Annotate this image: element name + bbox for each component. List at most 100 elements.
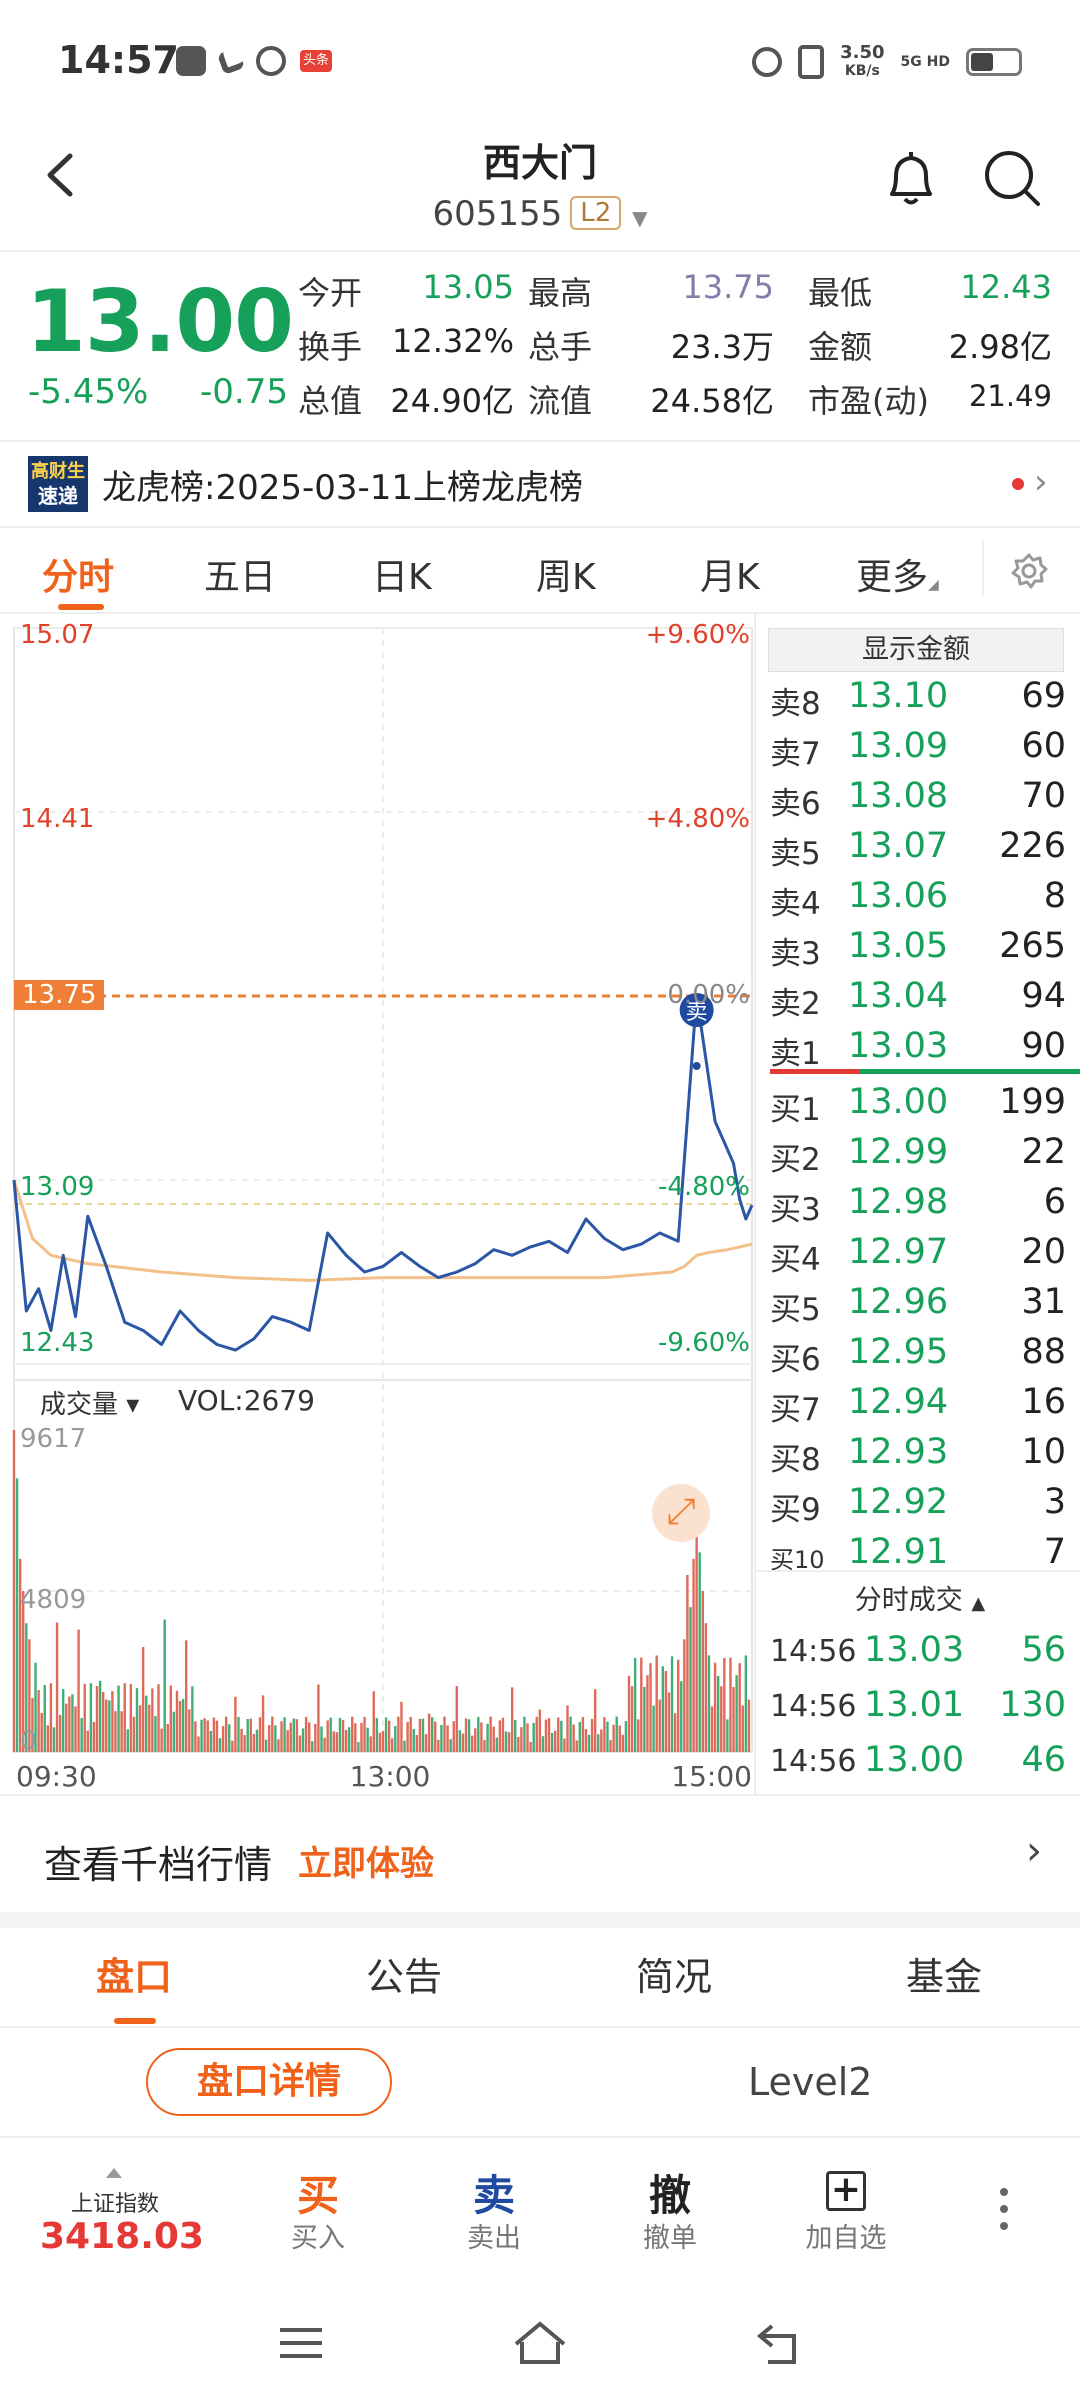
bid-row[interactable]: 买3 12.98 6 [770, 1176, 1066, 1228]
more-vertical-icon[interactable] [1000, 2188, 1010, 2239]
tab-more-label: 更多 [856, 557, 929, 598]
volume-bar [71, 1694, 74, 1752]
ask-row[interactable]: 卖8 13.10 69 [770, 670, 1066, 722]
ask-row[interactable]: 卖1 13.03 90 [770, 1020, 1066, 1072]
stat-label: 今开 [298, 274, 363, 312]
volume-bar [363, 1716, 366, 1752]
tab-overview[interactable]: 简况 [635, 1955, 712, 1999]
volume-bar [677, 1659, 680, 1752]
ask-row[interactable]: 卖5 13.07 226 [770, 820, 1066, 872]
volume-bar [716, 1675, 720, 1752]
speed-unit: KB/s [844, 63, 880, 79]
home-icon[interactable] [510, 2318, 570, 2368]
pankou-detail-button[interactable]: 盘口详情 [146, 2048, 392, 2116]
trades-header[interactable]: 分时成交 ▲ [770, 1578, 1070, 1617]
bid-row[interactable]: 买1 13.00 199 [770, 1076, 1066, 1128]
bid-row[interactable]: 买7 12.94 16 [770, 1376, 1066, 1428]
price-axis-label: 15.07 [20, 620, 95, 650]
promo-link[interactable]: 立即体验 [298, 1844, 434, 1884]
index-value[interactable]: 3418.03 [40, 2216, 204, 2257]
volume-bar [74, 1706, 77, 1752]
chevron-right-icon[interactable]: › [1034, 462, 1048, 502]
index-name[interactable]: 上证指数 [70, 2192, 159, 2217]
price-series: 卖 [12, 993, 754, 1352]
ask-volume: 90 [1021, 1026, 1066, 1066]
buy-button[interactable]: 买 买入 [268, 2162, 368, 2255]
volume-bar [243, 1735, 246, 1752]
bid-row[interactable]: 买10 12.91 7 [770, 1526, 1066, 1576]
ask-row[interactable]: 卖7 13.09 60 [770, 720, 1066, 772]
volume-bar [169, 1685, 173, 1752]
show-amount-button[interactable]: 显示金额 [768, 628, 1064, 672]
price-axis-label: 13.75 [14, 980, 105, 1010]
price-line [12, 994, 754, 1352]
tab-pankou[interactable]: 盘口 [95, 1955, 172, 1999]
chevron-right-icon[interactable]: › [1026, 1828, 1042, 1874]
gear-icon[interactable] [1010, 552, 1048, 590]
volume-bar [246, 1719, 249, 1752]
volume-bar [704, 1623, 708, 1752]
volume-bar [418, 1718, 422, 1752]
tab-daily-k[interactable]: 日K [372, 557, 432, 598]
bid-row[interactable]: 买5 12.96 31 [770, 1276, 1066, 1328]
search-icon[interactable] [982, 148, 1042, 208]
volume-selector[interactable]: 成交量 ▾ [40, 1390, 140, 1420]
news-logo-bottom: 速递 [38, 484, 78, 508]
ask-row[interactable]: 卖2 13.04 94 [770, 970, 1066, 1022]
news-text[interactable]: 龙虎榜:2025-03-11上榜龙虎榜 [102, 468, 584, 508]
ask-label: 卖6 [770, 786, 821, 822]
volume-bar [741, 1705, 744, 1752]
divider [0, 526, 1080, 528]
sell-button[interactable]: 卖 卖出 [444, 2162, 544, 2255]
tab-intraday[interactable]: 分时 [42, 557, 115, 598]
tab-more[interactable]: 更多◢ [856, 548, 939, 600]
bid-label: 买5 [770, 1292, 821, 1328]
ask-row[interactable]: 卖4 13.06 8 [770, 870, 1066, 922]
bid-price: 12.95 [848, 1332, 949, 1372]
bid-label: 买2 [770, 1142, 821, 1178]
back-nav-icon[interactable] [754, 2318, 804, 2368]
signal-5g-icon: 5G HD [900, 54, 950, 70]
volume-bar [372, 1691, 375, 1752]
bid-row[interactable]: 买9 12.92 3 [770, 1476, 1066, 1528]
volume-bar [701, 1591, 704, 1752]
bell-icon[interactable] [882, 148, 940, 208]
tab-funds[interactable]: 基金 [905, 1955, 982, 1999]
bid-volume: 31 [1021, 1282, 1066, 1322]
volume-bar [92, 1721, 96, 1752]
tab-five-day[interactable]: 五日 [204, 557, 277, 598]
unread-dot-icon [1012, 478, 1024, 490]
back-arrow-icon[interactable] [40, 150, 80, 200]
tab-monthly-k[interactable]: 月K [700, 557, 760, 598]
network-speed: 3.50 KB/s [840, 44, 884, 80]
menu-icon[interactable] [276, 2318, 326, 2368]
add-watchlist-button[interactable]: + 加自选 [796, 2162, 896, 2255]
expand-icon[interactable]: ⤢ [652, 1484, 710, 1542]
ask-row[interactable]: 卖3 13.05 265 [770, 920, 1066, 972]
volume-bar [221, 1726, 225, 1752]
tab-announcements[interactable]: 公告 [365, 1955, 442, 1999]
volume-bar [483, 1739, 486, 1752]
bid-price: 12.97 [848, 1232, 949, 1272]
ask-row[interactable]: 卖6 13.08 70 [770, 770, 1066, 822]
bid-row[interactable]: 买4 12.97 20 [770, 1226, 1066, 1278]
volume-bar [218, 1738, 222, 1752]
volume-bar [83, 1683, 86, 1752]
stock-code-row[interactable]: 605155 L2 ▼ [0, 194, 1080, 234]
section-gap [0, 1912, 1080, 1928]
bid-price: 12.96 [848, 1282, 949, 1322]
volume-bar [240, 1728, 243, 1752]
volume-bar [18, 1558, 22, 1752]
tab-weekly-k[interactable]: 周K [536, 557, 596, 598]
volume-bar [194, 1721, 197, 1752]
intraday-chart[interactable]: 卖 [0, 612, 756, 1792]
volume-bar [249, 1718, 252, 1752]
bid-row[interactable]: 买8 12.93 10 [770, 1426, 1066, 1478]
bid-row[interactable]: 买2 12.99 22 [770, 1126, 1066, 1178]
cancel-order-button[interactable]: 撤 撤单 [620, 2162, 720, 2255]
volume-bar [713, 1662, 717, 1752]
ask-label: 卖2 [770, 986, 821, 1022]
bid-row[interactable]: 买6 12.95 88 [770, 1326, 1066, 1378]
level2-button[interactable]: Level2 [748, 2060, 873, 2104]
volume-bar [689, 1607, 692, 1752]
